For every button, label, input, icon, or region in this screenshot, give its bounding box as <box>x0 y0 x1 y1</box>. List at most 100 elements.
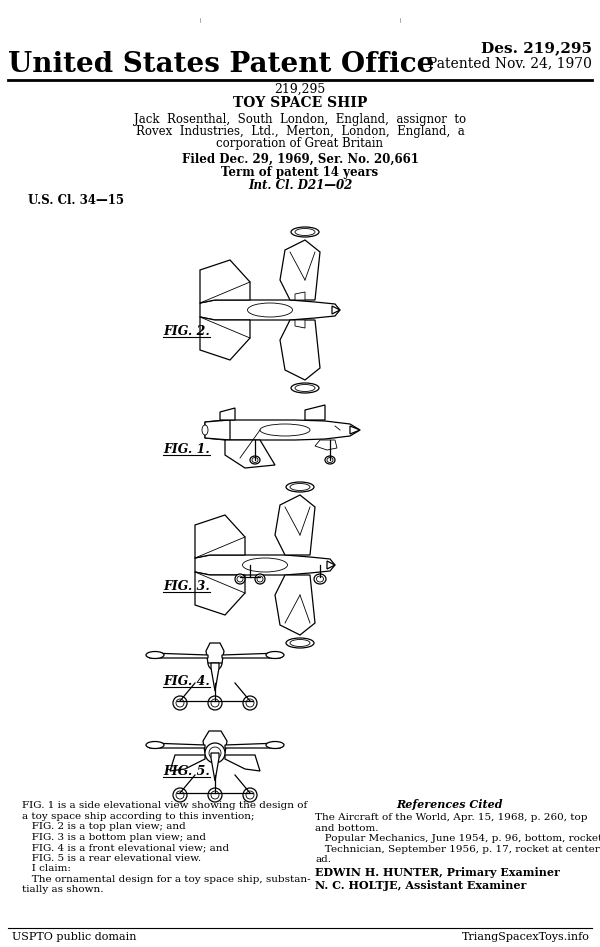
Circle shape <box>205 743 225 763</box>
Circle shape <box>211 791 219 799</box>
Polygon shape <box>205 420 230 440</box>
Ellipse shape <box>202 425 208 435</box>
Polygon shape <box>225 755 260 771</box>
Text: 219,295: 219,295 <box>274 83 326 96</box>
Ellipse shape <box>295 228 315 236</box>
Ellipse shape <box>257 576 263 582</box>
Ellipse shape <box>327 457 333 462</box>
Text: FIG. 5 is a rear elevational view.: FIG. 5 is a rear elevational view. <box>22 853 201 863</box>
Polygon shape <box>305 405 325 420</box>
Circle shape <box>246 791 254 799</box>
Ellipse shape <box>314 574 326 584</box>
Text: Int. Cl. D21—02: Int. Cl. D21—02 <box>248 179 352 192</box>
Circle shape <box>211 699 219 707</box>
Ellipse shape <box>325 456 335 464</box>
Text: FIG. 4.: FIG. 4. <box>163 675 210 688</box>
Text: FIG. 3 is a bottom plan view; and: FIG. 3 is a bottom plan view; and <box>22 832 206 842</box>
Ellipse shape <box>237 576 243 582</box>
Text: U.S. Cl. 34—15: U.S. Cl. 34—15 <box>28 194 124 207</box>
Circle shape <box>173 788 187 802</box>
Polygon shape <box>295 320 305 328</box>
Text: tially as shown.: tially as shown. <box>22 885 104 894</box>
Polygon shape <box>147 743 205 748</box>
Circle shape <box>208 696 222 710</box>
Polygon shape <box>222 653 283 658</box>
Ellipse shape <box>290 639 310 647</box>
Polygon shape <box>200 317 250 360</box>
Polygon shape <box>147 653 208 658</box>
Polygon shape <box>195 555 335 575</box>
Ellipse shape <box>266 742 284 748</box>
Text: FIG. 2 is a top plan view; and: FIG. 2 is a top plan view; and <box>22 822 186 831</box>
Polygon shape <box>211 663 219 691</box>
Ellipse shape <box>291 227 319 237</box>
Text: TOY SPACE SHIP: TOY SPACE SHIP <box>233 96 367 110</box>
Polygon shape <box>195 515 245 558</box>
Ellipse shape <box>250 456 260 464</box>
Polygon shape <box>195 572 245 615</box>
Ellipse shape <box>255 574 265 584</box>
Polygon shape <box>200 300 340 320</box>
Ellipse shape <box>286 482 314 492</box>
Text: TriangSpacexToys.info: TriangSpacexToys.info <box>462 932 590 942</box>
Polygon shape <box>205 420 360 440</box>
Circle shape <box>243 788 257 802</box>
Text: ad.: ad. <box>315 855 331 864</box>
Polygon shape <box>275 495 315 555</box>
Text: Patented Nov. 24, 1970: Patented Nov. 24, 1970 <box>428 56 592 70</box>
Text: Jack  Rosenthal,  South  London,  England,  assignor  to: Jack Rosenthal, South London, England, a… <box>134 113 466 126</box>
Text: The ornamental design for a toy space ship, substan-: The ornamental design for a toy space sh… <box>22 874 311 884</box>
Polygon shape <box>220 408 235 420</box>
Polygon shape <box>200 260 250 303</box>
Text: Term of patent 14 years: Term of patent 14 years <box>221 166 379 179</box>
Ellipse shape <box>290 484 310 491</box>
Text: Des. 219,295: Des. 219,295 <box>481 41 592 55</box>
Polygon shape <box>206 643 224 663</box>
Text: FIG. 3.: FIG. 3. <box>163 580 210 593</box>
Polygon shape <box>203 731 227 753</box>
Polygon shape <box>211 753 219 781</box>
Polygon shape <box>332 306 340 314</box>
Text: Popular Mechanics, June 1954, p. 96, bottom, rocket.: Popular Mechanics, June 1954, p. 96, bot… <box>315 834 600 843</box>
Circle shape <box>176 791 184 799</box>
Ellipse shape <box>242 558 287 572</box>
Polygon shape <box>280 320 320 380</box>
Ellipse shape <box>146 652 164 658</box>
Ellipse shape <box>317 576 323 582</box>
Circle shape <box>173 696 187 710</box>
Circle shape <box>243 696 257 710</box>
Text: I claim:: I claim: <box>22 864 71 873</box>
Text: FIG. 5.: FIG. 5. <box>163 765 210 778</box>
Polygon shape <box>327 561 335 569</box>
Polygon shape <box>280 240 320 300</box>
Ellipse shape <box>260 424 310 436</box>
Text: and bottom.: and bottom. <box>315 824 379 832</box>
Ellipse shape <box>248 303 293 317</box>
Polygon shape <box>295 292 305 300</box>
Ellipse shape <box>286 638 314 648</box>
Text: United States Patent Office: United States Patent Office <box>8 51 434 78</box>
Text: N. C. HOLTJE, Assistant Examiner: N. C. HOLTJE, Assistant Examiner <box>315 880 526 891</box>
Circle shape <box>209 747 221 759</box>
Text: EDWIN H. HUNTER, Primary Examiner: EDWIN H. HUNTER, Primary Examiner <box>315 867 560 878</box>
Text: References Cited: References Cited <box>397 799 503 810</box>
Circle shape <box>246 699 254 707</box>
Text: Technician, September 1956, p. 17, rocket at center of: Technician, September 1956, p. 17, rocke… <box>315 845 600 853</box>
Polygon shape <box>225 743 283 748</box>
Text: FIG. 1 is a side elevational view showing the design of: FIG. 1 is a side elevational view showin… <box>22 801 307 810</box>
Text: FIG. 2.: FIG. 2. <box>163 325 210 338</box>
Polygon shape <box>170 755 205 771</box>
Text: USPTO public domain: USPTO public domain <box>12 932 137 942</box>
Text: FIG. 4 is a front elevational view; and: FIG. 4 is a front elevational view; and <box>22 843 229 852</box>
Polygon shape <box>275 575 315 635</box>
Text: The Aircraft of the World, Apr. 15, 1968, p. 260, top: The Aircraft of the World, Apr. 15, 1968… <box>315 813 587 822</box>
Ellipse shape <box>291 383 319 393</box>
Ellipse shape <box>252 457 258 462</box>
Ellipse shape <box>266 652 284 658</box>
Polygon shape <box>315 440 337 450</box>
Polygon shape <box>350 426 360 434</box>
Text: a toy space ship according to this invention;: a toy space ship according to this inven… <box>22 812 254 820</box>
Text: FIG. 1.: FIG. 1. <box>163 443 210 456</box>
Circle shape <box>208 656 222 670</box>
Text: corporation of Great Britain: corporation of Great Britain <box>217 137 383 150</box>
